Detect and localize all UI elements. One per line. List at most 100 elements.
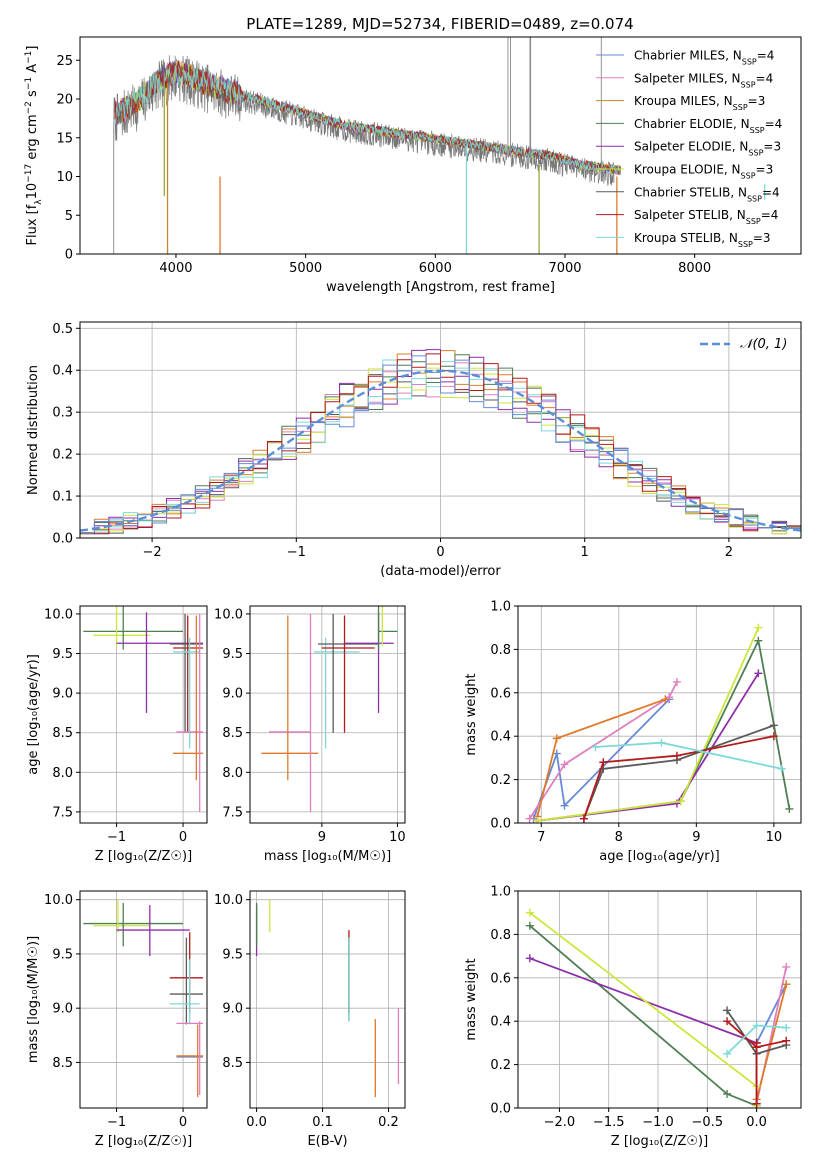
legend-text: Chabrier ELODIE, N [634,117,750,131]
y-tick-label: 8.5 [222,1056,243,1071]
x-tick-label: 5000 [289,261,322,276]
legend-tail: =3 [756,163,774,177]
x-tick-label: −1 [107,1115,126,1130]
legend-sub: SSP [741,80,756,89]
weight-point-marker [525,814,534,823]
x-axis-label: Z [log₁₀(Z/Z☉)] [95,849,192,864]
weight-point-marker [782,1036,791,1045]
x-tick-label: 0 [436,545,444,560]
residual-histogram [80,355,801,538]
weight-point-marker [591,743,600,752]
y-tick-label: 9.5 [52,947,73,962]
legend-sub: SSP [733,103,748,112]
legend-entry: Chabrier ELODIE, NSSP=4 [634,117,782,134]
y-tick-label: 9.0 [222,687,243,702]
x-axis-label: mass [log₁₀(M/M☉)] [264,849,391,864]
y-tick-label: 8.5 [52,726,73,741]
weight-point-marker [657,738,666,747]
y-tick-label: 0 [65,248,73,263]
y-tick-label: 0.2 [490,1058,511,1073]
y-axis-label-part: Flux [f [25,204,40,245]
y-axis-label: mass weight [464,673,479,755]
y-axis-label: mass [log₁₀(M/M☉)] [26,936,41,1063]
x-axis-label: Z [log₁₀(Z/Z☉)] [611,1134,708,1149]
y-tick-label: 0.1 [52,490,73,505]
residual-histogram [80,353,801,538]
y-tick-label: 5 [65,209,73,224]
panel-age-vs-mass: 9 10 7.5 8.0 8.5 9.0 9.5 10.0 mass [log₁₀(M/M☉)] [214,605,406,864]
y-tick-label: 9.0 [222,1002,243,1017]
weight-point-marker [752,1099,761,1108]
weight-series-line [583,724,775,820]
weight-point-marker [782,962,791,971]
y-tick-label: 10 [56,170,73,185]
x-tick-label: 4000 [159,261,192,276]
y-tick-label: 0.4 [490,1015,511,1030]
x-tick-label: 8 [615,830,623,845]
plot-area [83,899,204,1098]
y-tick-label: 8.5 [222,726,243,741]
legend-sub: SSP [742,57,757,66]
weight-point-marker [552,734,561,743]
legend-entry: Chabrier MILES, NSSP=4 [634,49,774,67]
x-tick-label: −1.5 [593,1115,625,1130]
x-tick-label: 0.0 [246,1115,267,1130]
plot-area [113,37,766,254]
y-tick-label: 8.0 [222,766,243,781]
plot-area [525,623,794,823]
weight-point-marker [676,797,685,806]
legend-tail: =3 [748,94,766,108]
legend-entry: Salpeter STELIB, NSSP=4 [634,208,778,226]
plot-area [525,908,791,1108]
legend-entry: Kroupa STELIB, NSSP=3 [634,231,771,249]
legend-entry: 𝒩(0, 1) [740,337,787,352]
y-tick-label: 0.6 [490,686,511,701]
x-tick-label: −1 [287,545,306,560]
y-tick-label: 25 [56,54,73,69]
x-tick-label: 10 [389,830,406,845]
y-axis-label: mass weight [464,958,479,1040]
legend-text: Chabrier STELIB, N [634,185,747,199]
y-tick-label: 7.5 [222,805,243,820]
panel-weight-vs-Z: −2.0 −1.5 −1.0 −0.5 0.0 0.0 0.2 0.4 0.6 0.8 1.0 Z [… [464,885,802,1149]
weight-series-line [755,984,788,1100]
axes-frame [249,605,406,824]
y-tick-label: 0.0 [52,532,73,547]
legend-sub: SSP [741,171,756,180]
weight-series-line [583,735,775,819]
legend-text: Kroupa MILES, N [634,94,733,108]
y-tick-label: 0.6 [490,971,511,986]
x-tick-label: −0.5 [692,1115,724,1130]
weight-point-marker [672,751,681,760]
legend-entry: Salpeter MILES, NSSP=4 [634,71,773,89]
weight-point-marker [560,801,569,810]
legend-entry: Kroupa MILES, NSSP=3 [634,94,765,112]
y-tick-label: 8.0 [52,766,73,781]
weight-point-marker [752,1021,761,1030]
x-tick-label: 7 [537,830,545,845]
x-tick-label: 1 [581,545,589,560]
y-tick-label: 0.3 [52,406,73,421]
panel-age-vs-Z: −1 0 7.5 8.0 8.5 9.0 9.5 10.0 Z [log₁₀(Z/Z☉)] age… [26,605,208,864]
weight-point-marker [525,954,534,963]
y-tick-label: 0.2 [490,773,511,788]
y-tick-label: 0.0 [490,817,511,832]
legend-entry: Chabrier STELIB, NSSP=4 [634,185,780,203]
y-axis-label-part: ] [25,46,40,51]
legend-sub: SSP [750,125,765,134]
weight-point-marker [754,623,763,632]
weight-point-marker [525,908,534,917]
weight-point-marker [769,721,778,730]
y-tick-label: 0.0 [490,1102,511,1117]
x-tick-label: 2 [725,545,733,560]
weight-point-marker [782,980,791,989]
axes-frame [517,605,802,824]
weight-point-marker [782,1023,791,1032]
x-tick-label: 10 [766,830,783,845]
x-tick-label: −1 [107,830,126,845]
x-tick-label: 0.2 [378,1115,399,1130]
legend-tail: =4 [761,208,779,222]
panel-weight-vs-age: 7 8 9 10 0.0 0.2 0.4 0.6 0.8 1.0 age [log₁₀(age/yr… [464,600,802,864]
y-axis-label: Flux [fλ10−17 erg cm−2 s−1 A−1] [24,46,44,246]
legend-tail: =3 [763,140,781,154]
